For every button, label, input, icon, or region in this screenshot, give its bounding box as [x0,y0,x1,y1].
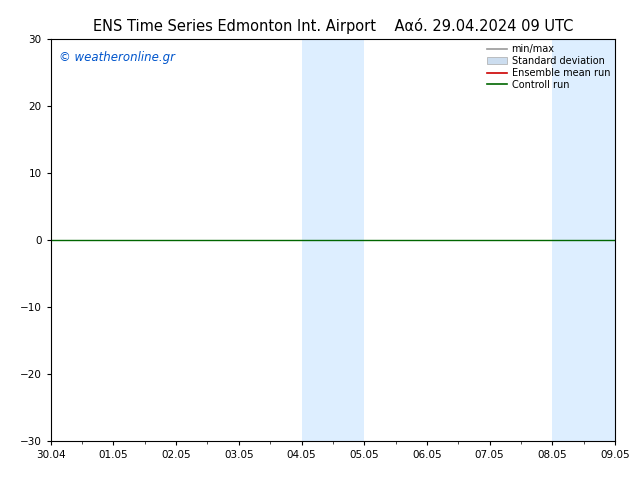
Bar [302,39,333,441]
Bar [552,39,584,441]
Text: © weatheronline.gr: © weatheronline.gr [59,51,175,64]
Bar [333,39,364,441]
Title: ENS Time Series Edmonton Int. Airport    Ααό. 29.04.2024 09 UTC: ENS Time Series Edmonton Int. Airport Αα… [93,18,573,34]
Legend: min/max, Standard deviation, Ensemble mean run, Controll run: min/max, Standard deviation, Ensemble me… [486,42,612,92]
Bar [584,39,615,441]
